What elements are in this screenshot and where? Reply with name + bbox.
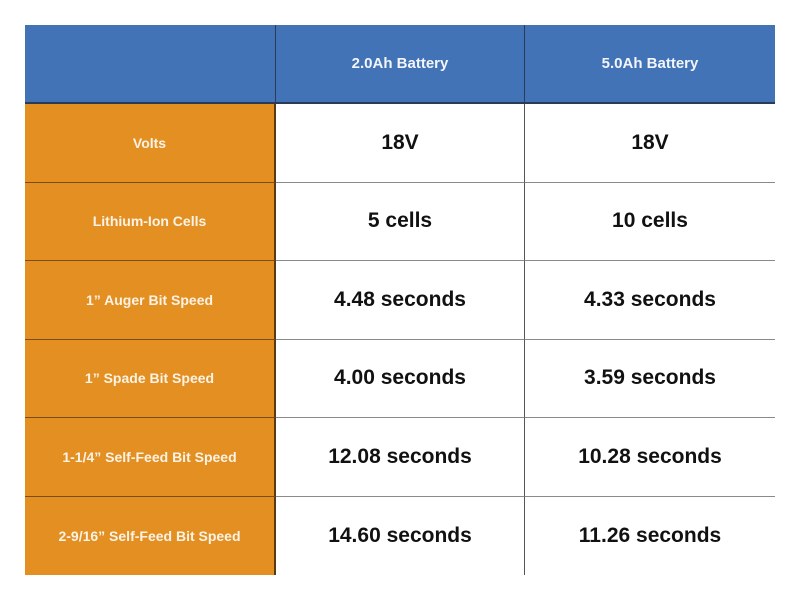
cell-self-feed-2-9-16-2ah: 14.60 seconds	[276, 496, 525, 575]
cell-self-feed-1-1-4-5ah: 10.28 seconds	[525, 418, 775, 497]
cell-self-feed-2-9-16-5ah: 11.26 seconds	[525, 496, 775, 575]
row-label-lithium-ion-cells: Lithium-Ion Cells	[25, 182, 276, 261]
cell-spade-2ah: 4.00 seconds	[276, 339, 525, 418]
cell-cells-2ah: 5 cells	[276, 182, 525, 261]
row-label-self-feed-2-9-16: 2-9/16” Self-Feed Bit Speed	[25, 496, 276, 575]
row-label-spade-bit-speed: 1” Spade Bit Speed	[25, 339, 276, 418]
cell-volts-5ah: 18V	[525, 104, 775, 183]
row-label-auger-bit-speed: 1” Auger Bit Speed	[25, 261, 276, 340]
cell-spade-5ah: 3.59 seconds	[525, 339, 775, 418]
header-corner-cell	[25, 25, 276, 104]
row-label-volts: Volts	[25, 104, 276, 183]
header-5ah-battery: 5.0Ah Battery	[525, 25, 775, 104]
cell-auger-2ah: 4.48 seconds	[276, 261, 525, 340]
cell-self-feed-1-1-4-2ah: 12.08 seconds	[276, 418, 525, 497]
header-2ah-battery: 2.0Ah Battery	[276, 25, 525, 104]
row-label-self-feed-1-1-4: 1-1/4” Self-Feed Bit Speed	[25, 418, 276, 497]
cell-cells-5ah: 10 cells	[525, 182, 775, 261]
battery-comparison-table: 2.0Ah Battery 5.0Ah Battery Volts 18V 18…	[25, 25, 775, 575]
cell-auger-5ah: 4.33 seconds	[525, 261, 775, 340]
cell-volts-2ah: 18V	[276, 104, 525, 183]
